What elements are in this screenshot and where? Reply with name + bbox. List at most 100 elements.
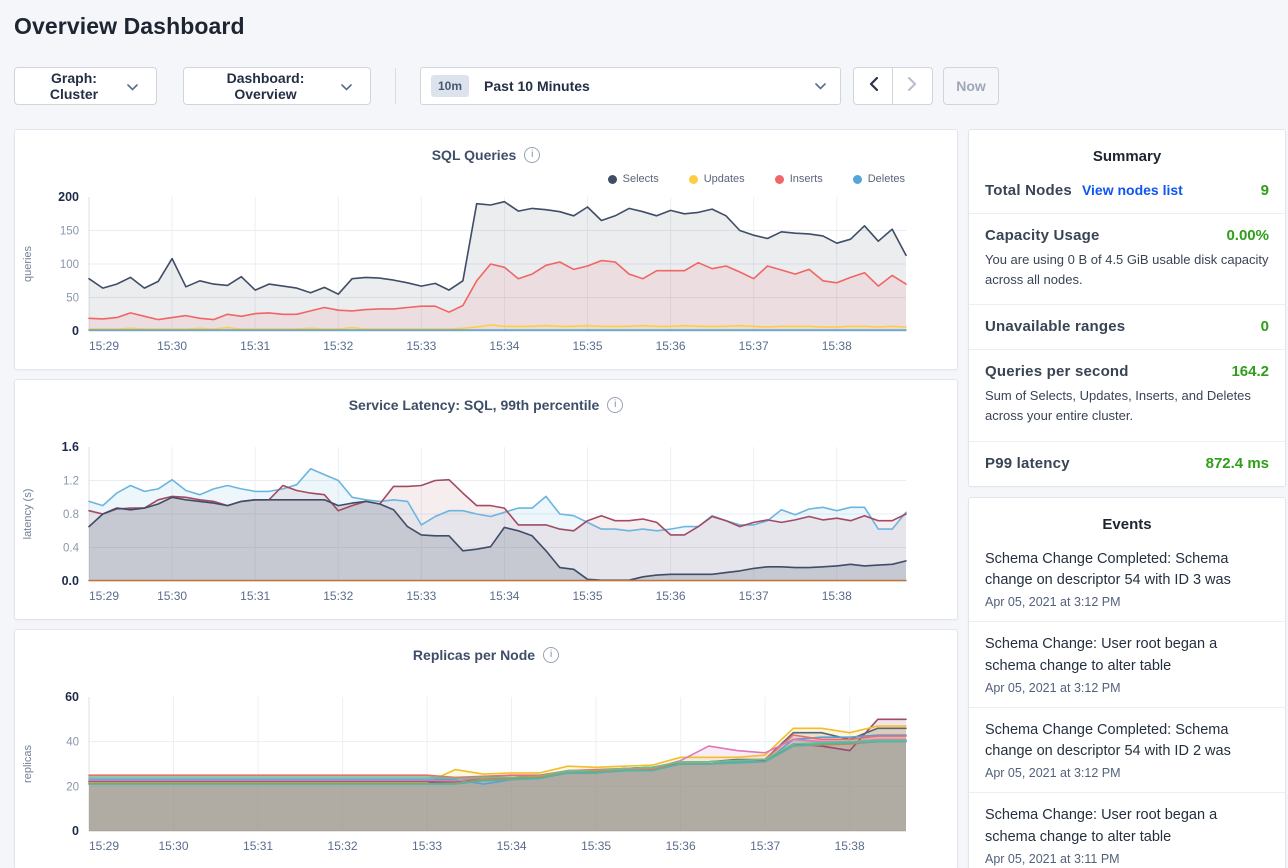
svg-text:15:35: 15:35 — [581, 839, 611, 853]
svg-text:latency (s): latency (s) — [22, 489, 34, 540]
summary-rows: Total Nodes View nodes list 9 Capacity Usag… — [969, 169, 1285, 486]
svg-text:15:30: 15:30 — [157, 589, 187, 603]
legend-spacer — [15, 419, 957, 439]
legend-dot-icon — [688, 174, 698, 184]
event-timestamp: Apr 05, 2021 at 3:12 PM — [985, 766, 1121, 781]
summary-row: Total Nodes View nodes list 9 — [969, 169, 1285, 214]
legend-item-inserts: Inserts — [774, 173, 823, 185]
svg-text:0.4: 0.4 — [63, 543, 80, 555]
replicas-per-node-plot[interactable]: 15:29 15:30 15:31 15:32 15:33 15:34 15:35 15:36… — [15, 691, 957, 859]
event-item: Schema Change: User root began a schema … — [969, 622, 1285, 708]
summary-row-value: 872.4 ms — [1205, 454, 1269, 472]
svg-text:15:29: 15:29 — [89, 839, 119, 853]
summary-row: Queries per second 164.2 Sum of Selects, U… — [969, 350, 1285, 442]
event-text: Schema Change: User root began a schema … — [985, 636, 1218, 674]
graph-scope-dropdown[interactable]: Graph: Cluster — [14, 67, 157, 105]
service-latency-plot[interactable]: 15:29 15:30 15:31 15:32 15:33 15:34 15:35 15:36… — [15, 441, 957, 609]
legend-dot-icon — [852, 174, 862, 184]
svg-text:15:33: 15:33 — [412, 839, 442, 853]
summary-panel: Summary Total Nodes View nodes list 9 Capac… — [968, 129, 1286, 487]
legend-dot-icon — [607, 174, 617, 184]
svg-text:0.0: 0.0 — [62, 574, 79, 588]
svg-text:15:29: 15:29 — [89, 589, 119, 603]
summary-row: P99 latency 872.4 ms — [969, 442, 1285, 486]
svg-text:replicas: replicas — [22, 745, 34, 783]
svg-text:100: 100 — [60, 259, 79, 271]
charts-column: SQL Queries i Selects Updates Inserts Delet… — [14, 129, 958, 868]
chevron-right-icon — [907, 76, 917, 96]
svg-text:15:32: 15:32 — [328, 839, 358, 853]
svg-text:20: 20 — [66, 781, 79, 793]
event-list: Schema Change Completed: Schema change o… — [969, 537, 1285, 868]
info-icon[interactable]: i — [543, 647, 560, 663]
summary-row: Capacity Usage 0.00% You are using 0 B of … — [969, 214, 1285, 306]
svg-text:15:29: 15:29 — [89, 339, 119, 353]
events-panel: Events Schema Change Completed: Schema c… — [968, 496, 1286, 868]
svg-text:15:36: 15:36 — [656, 589, 686, 603]
event-item: Schema Change Completed: Schema change o… — [969, 537, 1285, 623]
prev-time-button[interactable] — [853, 67, 893, 105]
summary-row-value: 0.00% — [1226, 227, 1269, 244]
svg-text:15:34: 15:34 — [497, 839, 527, 853]
chart-legend: Selects Updates Inserts Deletes — [15, 169, 957, 189]
legend-label: Selects — [622, 173, 659, 185]
now-button[interactable]: Now — [943, 67, 999, 105]
summary-row-label: Queries per second — [985, 363, 1129, 381]
svg-text:0.8: 0.8 — [63, 509, 79, 521]
svg-text:15:34: 15:34 — [489, 589, 519, 603]
svg-text:15:37: 15:37 — [739, 589, 769, 603]
info-icon[interactable]: i — [607, 397, 624, 413]
summary-title: Summary — [1092, 148, 1162, 165]
svg-text:15:32: 15:32 — [323, 589, 353, 603]
svg-text:15:37: 15:37 — [739, 339, 769, 353]
svg-text:15:37: 15:37 — [750, 839, 780, 853]
time-range-badge: 10m — [431, 75, 470, 97]
dashboard-content: SQL Queries i Selects Updates Inserts Delet… — [14, 129, 1286, 868]
chevron-down-icon — [127, 78, 138, 94]
event-item: Schema Change Completed: Schema change o… — [969, 708, 1285, 794]
event-timestamp: Apr 05, 2021 at 3:12 PM — [985, 595, 1121, 610]
legend-label: Updates — [703, 173, 745, 185]
event-item: Schema Change: User root began a schema … — [969, 793, 1285, 868]
svg-text:0: 0 — [72, 324, 79, 338]
time-range-label: Past 10 Minutes — [484, 78, 590, 94]
chart-title: SQL Queries — [431, 147, 517, 163]
service-latency-chart-card: Service Latency: SQL, 99th percentile i … — [14, 379, 958, 620]
summary-row-value: 9 — [1260, 182, 1269, 199]
chevron-down-icon — [815, 77, 826, 95]
sql-queries-plot[interactable]: 15:29 15:30 15:31 15:32 15:33 15:34 15:35 15:36… — [15, 191, 957, 359]
summary-row-value: 0 — [1260, 318, 1269, 336]
page-title: Overview Dashboard — [14, 13, 245, 39]
legend-item-updates: Updates — [688, 173, 745, 185]
svg-text:15:36: 15:36 — [656, 339, 686, 353]
summary-row-label: Capacity Usage — [985, 227, 1100, 244]
dashboard-toolbar: Graph: Cluster Dashboard: Overview 10m P… — [14, 67, 1274, 105]
graph-scope-label: Graph: Cluster — [49, 70, 99, 102]
svg-text:15:33: 15:33 — [406, 339, 436, 353]
sql-queries-chart-card: SQL Queries i Selects Updates Inserts Delet… — [14, 129, 958, 370]
time-pager — [853, 67, 933, 105]
replicas-per-node-chart-card: Replicas per Node i 15:29 15:30 15:31 15:32… — [14, 629, 958, 868]
svg-text:15:38: 15:38 — [835, 839, 865, 853]
svg-text:200: 200 — [58, 191, 79, 204]
legend-item-deletes: Deletes — [852, 173, 905, 185]
legend-label: Deletes — [867, 173, 905, 185]
summary-row-value: 164.2 — [1231, 363, 1269, 381]
svg-text:15:35: 15:35 — [572, 339, 602, 353]
svg-text:15:32: 15:32 — [323, 339, 353, 353]
legend-item-selects: Selects — [607, 173, 659, 185]
svg-text:40: 40 — [66, 737, 79, 749]
event-text: Schema Change Completed: Schema change o… — [985, 721, 1231, 760]
events-title: Events — [1102, 515, 1152, 533]
time-range-dropdown[interactable]: 10m Past 10 Minutes — [420, 67, 841, 105]
svg-text:15:30: 15:30 — [157, 339, 187, 353]
summary-row-description: You are using 0 B of 4.5 GiB usable disk… — [985, 252, 1269, 288]
event-text: Schema Change: User root began a schema … — [985, 807, 1218, 845]
chevron-down-icon — [341, 78, 352, 94]
toolbar-divider — [395, 68, 396, 104]
info-icon[interactable]: i — [524, 147, 541, 163]
next-time-button[interactable] — [893, 67, 933, 105]
view-nodes-list-link[interactable]: View nodes list — [1081, 182, 1183, 198]
dashboard-dropdown[interactable]: Dashboard: Overview — [183, 67, 371, 105]
